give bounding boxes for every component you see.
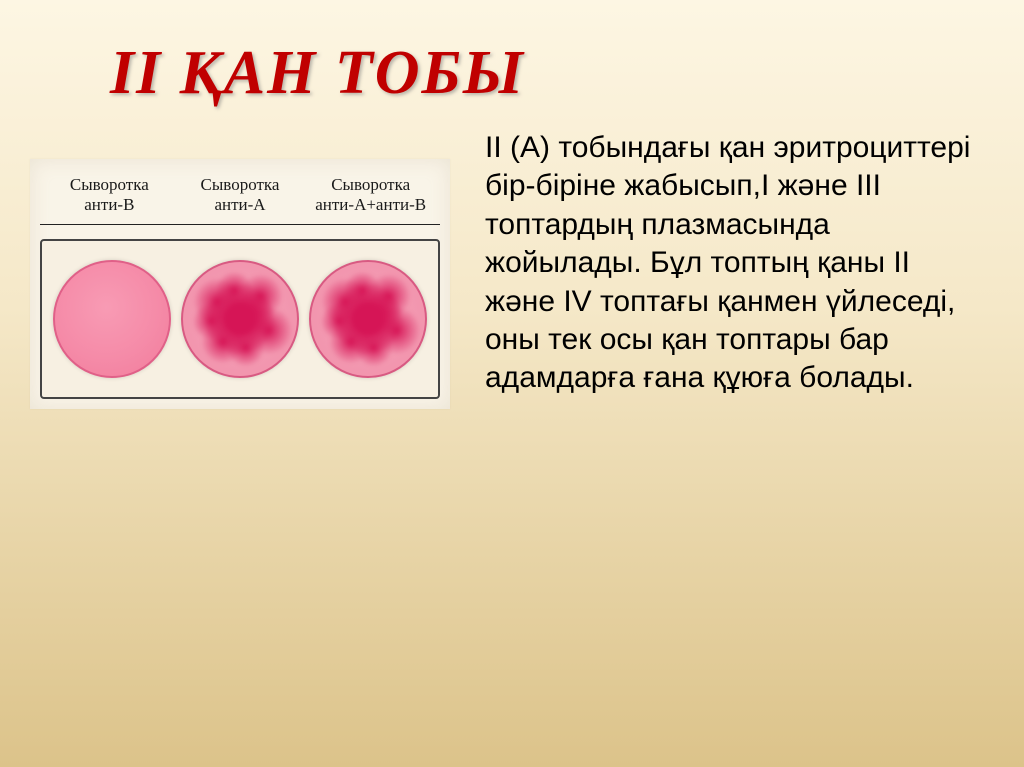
serum-label-anti-a: Сыворотка анти-А [175,175,306,214]
diagram-container: Сыворотка анти-В Сыворотка анти-А Сыворо… [30,159,450,409]
label-line: анти-А [175,195,306,215]
serum-label-anti-ab: Сыворотка анти-А+анти-В [305,175,436,214]
content-row: Сыворотка анти-В Сыворотка анти-А Сыворо… [40,129,984,409]
serum-diagram: Сыворотка анти-В Сыворотка анти-А Сыворо… [30,159,450,409]
label-line: Сыворотка [175,175,306,195]
sample-tray [40,239,440,399]
blood-sample-agglutinated [181,260,299,378]
label-line: анти-В [44,195,175,215]
blood-sample-smooth [53,260,171,378]
body-text: ІІ (А) тобындағы қан эритроциттері бір-б… [485,129,984,409]
label-line: Сыворотка [44,175,175,195]
agglutination-pattern [311,262,425,376]
label-line: анти-А+анти-В [305,195,436,215]
blood-sample-agglutinated [309,260,427,378]
agglutination-pattern [183,262,297,376]
page-title: ІІ ҚАН ТОБЫ [110,38,984,109]
slide: ІІ ҚАН ТОБЫ Сыворотка анти-В Сыворотка а… [0,0,1024,767]
label-line: Сыворотка [305,175,436,195]
serum-label-anti-b: Сыворотка анти-В [44,175,175,214]
diagram-labels-row: Сыворотка анти-В Сыворотка анти-А Сыворо… [40,169,440,225]
